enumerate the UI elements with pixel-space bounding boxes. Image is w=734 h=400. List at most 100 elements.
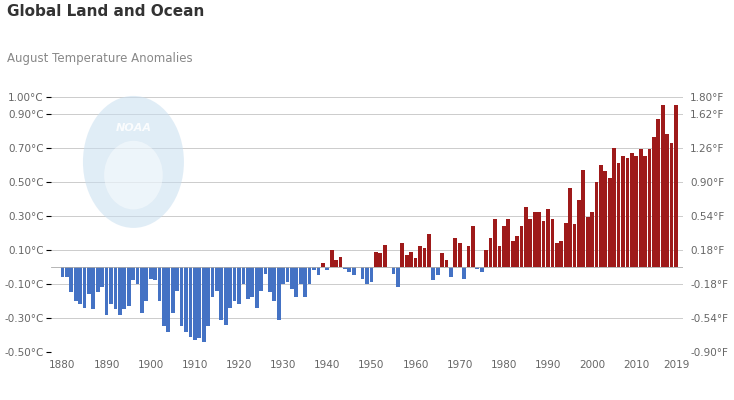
Bar xyxy=(127,267,131,306)
Bar xyxy=(458,243,462,267)
Bar xyxy=(123,267,126,310)
Bar xyxy=(325,267,329,270)
Bar xyxy=(299,267,302,284)
Bar xyxy=(352,267,356,275)
Bar xyxy=(511,241,515,267)
Bar xyxy=(423,248,426,267)
Bar xyxy=(140,267,144,313)
Bar xyxy=(149,267,153,279)
Bar xyxy=(674,105,678,267)
Bar xyxy=(533,212,537,267)
Bar xyxy=(502,226,506,267)
Bar xyxy=(237,267,241,304)
Bar xyxy=(392,267,396,274)
Bar xyxy=(206,267,210,326)
Bar xyxy=(241,267,245,284)
Bar xyxy=(369,267,374,282)
Ellipse shape xyxy=(83,96,184,228)
Bar xyxy=(524,207,528,267)
Bar xyxy=(131,267,135,280)
Bar xyxy=(665,134,669,267)
Bar xyxy=(96,267,100,292)
Bar xyxy=(401,243,404,267)
Bar xyxy=(60,267,65,277)
Bar xyxy=(264,267,267,274)
Bar xyxy=(550,219,554,267)
Bar xyxy=(83,267,87,308)
Bar xyxy=(118,267,122,314)
Bar xyxy=(255,267,258,308)
Bar xyxy=(445,260,448,267)
Bar xyxy=(87,267,91,294)
Bar xyxy=(449,267,453,277)
Bar xyxy=(612,148,616,267)
Text: NOAA: NOAA xyxy=(115,122,151,133)
Bar xyxy=(224,267,228,325)
Bar xyxy=(136,267,139,284)
Bar xyxy=(440,253,444,267)
Bar xyxy=(189,267,192,337)
Bar xyxy=(272,267,276,301)
Bar xyxy=(546,209,550,267)
Bar xyxy=(625,158,629,267)
Bar xyxy=(467,246,470,267)
Bar xyxy=(405,255,409,267)
Bar xyxy=(595,182,598,267)
Bar xyxy=(480,267,484,272)
Bar xyxy=(321,264,324,267)
Bar xyxy=(233,267,236,301)
Bar xyxy=(114,267,117,310)
Bar xyxy=(316,267,320,275)
Bar xyxy=(246,267,250,299)
Bar xyxy=(290,267,294,289)
Bar xyxy=(630,153,633,267)
Bar xyxy=(396,267,400,287)
Bar xyxy=(250,267,254,298)
Bar xyxy=(228,267,232,308)
Bar xyxy=(555,243,559,267)
Bar xyxy=(432,267,435,280)
Bar xyxy=(312,267,316,270)
Bar xyxy=(215,267,219,291)
Bar xyxy=(520,226,523,267)
Bar xyxy=(639,149,642,267)
Bar xyxy=(378,253,382,267)
Bar xyxy=(568,188,572,267)
Bar xyxy=(360,267,365,279)
Bar xyxy=(175,267,179,291)
Bar xyxy=(493,219,497,267)
Bar xyxy=(476,267,479,268)
Bar xyxy=(652,137,655,267)
Bar xyxy=(145,267,148,301)
Bar xyxy=(586,218,589,267)
Bar xyxy=(577,200,581,267)
Bar xyxy=(669,142,674,267)
Bar xyxy=(101,267,104,287)
Bar xyxy=(167,267,170,332)
Bar xyxy=(634,156,638,267)
Bar xyxy=(608,178,611,267)
Bar xyxy=(162,267,166,326)
Bar xyxy=(184,267,188,332)
Bar xyxy=(617,163,620,267)
Bar xyxy=(281,267,285,284)
Bar xyxy=(92,267,95,310)
Bar xyxy=(193,267,197,340)
Bar xyxy=(382,245,387,267)
Bar xyxy=(590,212,594,267)
Bar xyxy=(542,221,545,267)
Bar xyxy=(559,241,563,267)
Bar xyxy=(414,258,418,267)
Bar xyxy=(153,267,157,280)
Bar xyxy=(171,267,175,313)
Text: August Temperature Anomalies: August Temperature Anomalies xyxy=(7,52,193,65)
Bar xyxy=(286,267,289,282)
Bar xyxy=(202,267,206,342)
Bar xyxy=(506,219,510,267)
Bar xyxy=(489,238,493,267)
Bar xyxy=(338,257,342,267)
Bar xyxy=(74,267,78,301)
Bar xyxy=(180,267,184,326)
Bar xyxy=(515,236,519,267)
Bar xyxy=(599,165,603,267)
